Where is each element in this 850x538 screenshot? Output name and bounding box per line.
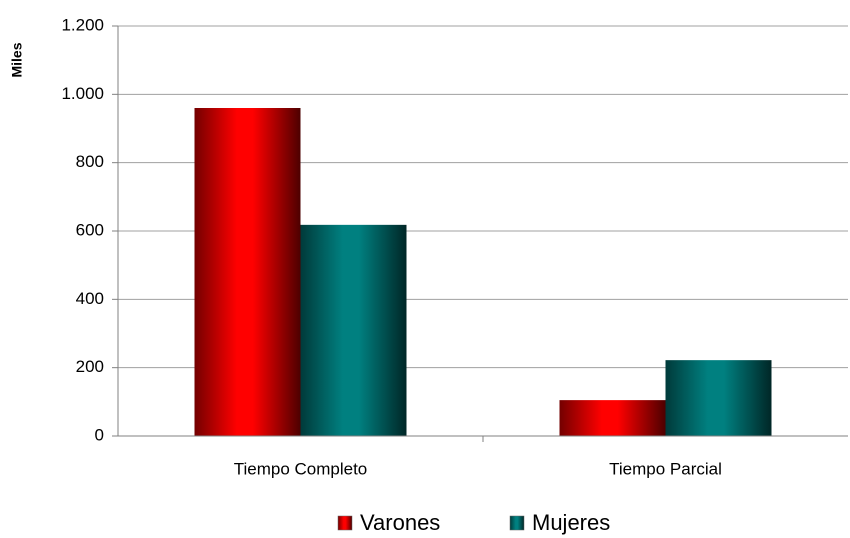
legend-label: Varones (360, 510, 440, 535)
bar (194, 108, 301, 436)
legend-swatch (509, 515, 525, 531)
y-tick-label: 400 (76, 289, 104, 308)
x-tick-label: Tiempo Completo (234, 459, 368, 478)
y-tick-label: 1.000 (61, 84, 104, 103)
y-tick-label: 200 (76, 357, 104, 376)
bar (559, 400, 666, 436)
x-tick-label: Tiempo Parcial (609, 459, 722, 478)
legend-label: Mujeres (532, 510, 610, 535)
bar (665, 360, 772, 436)
bar (300, 224, 407, 436)
y-tick-label: 600 (76, 220, 104, 239)
y-tick-label: 0 (95, 425, 104, 444)
y-tick-label: 1.200 (61, 15, 104, 34)
legend-swatch (337, 515, 353, 531)
y-axis-label: Miles (9, 42, 25, 77)
y-tick-label: 800 (76, 152, 104, 171)
